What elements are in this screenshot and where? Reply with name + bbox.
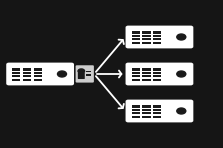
FancyBboxPatch shape (142, 109, 151, 111)
FancyBboxPatch shape (142, 31, 151, 34)
FancyBboxPatch shape (142, 112, 151, 114)
FancyBboxPatch shape (86, 71, 91, 72)
FancyBboxPatch shape (12, 79, 21, 81)
FancyBboxPatch shape (132, 75, 140, 77)
FancyBboxPatch shape (132, 31, 140, 34)
Circle shape (58, 71, 66, 77)
Circle shape (177, 108, 186, 114)
FancyBboxPatch shape (126, 63, 193, 85)
FancyBboxPatch shape (142, 105, 151, 108)
FancyBboxPatch shape (142, 35, 151, 37)
FancyBboxPatch shape (23, 72, 31, 74)
FancyBboxPatch shape (23, 79, 31, 81)
FancyBboxPatch shape (23, 75, 31, 77)
FancyBboxPatch shape (132, 42, 140, 44)
Circle shape (177, 34, 186, 40)
FancyBboxPatch shape (153, 72, 161, 74)
FancyBboxPatch shape (142, 68, 151, 71)
FancyBboxPatch shape (132, 116, 140, 118)
FancyBboxPatch shape (126, 26, 193, 48)
FancyBboxPatch shape (132, 72, 140, 74)
FancyBboxPatch shape (132, 35, 140, 37)
FancyBboxPatch shape (142, 75, 151, 77)
FancyBboxPatch shape (142, 42, 151, 44)
FancyBboxPatch shape (132, 112, 140, 114)
FancyBboxPatch shape (153, 35, 161, 37)
FancyBboxPatch shape (153, 109, 161, 111)
FancyBboxPatch shape (153, 68, 161, 71)
FancyBboxPatch shape (34, 72, 42, 74)
FancyBboxPatch shape (23, 68, 31, 71)
FancyBboxPatch shape (34, 79, 42, 81)
FancyBboxPatch shape (34, 68, 42, 71)
FancyBboxPatch shape (132, 38, 140, 40)
FancyBboxPatch shape (132, 79, 140, 81)
FancyBboxPatch shape (78, 73, 85, 79)
FancyBboxPatch shape (142, 38, 151, 40)
FancyBboxPatch shape (153, 105, 161, 108)
FancyBboxPatch shape (12, 75, 21, 77)
FancyBboxPatch shape (142, 116, 151, 118)
FancyBboxPatch shape (12, 68, 21, 71)
FancyBboxPatch shape (153, 116, 161, 118)
FancyBboxPatch shape (86, 74, 91, 76)
Circle shape (177, 71, 186, 77)
FancyBboxPatch shape (126, 100, 193, 122)
FancyBboxPatch shape (153, 38, 161, 40)
FancyBboxPatch shape (153, 31, 161, 34)
FancyBboxPatch shape (142, 72, 151, 74)
FancyBboxPatch shape (132, 109, 140, 111)
FancyBboxPatch shape (34, 75, 42, 77)
FancyBboxPatch shape (132, 105, 140, 108)
FancyBboxPatch shape (6, 63, 74, 85)
FancyBboxPatch shape (153, 79, 161, 81)
FancyBboxPatch shape (12, 72, 21, 74)
Circle shape (78, 69, 85, 73)
FancyBboxPatch shape (153, 112, 161, 114)
FancyBboxPatch shape (142, 79, 151, 81)
FancyBboxPatch shape (132, 68, 140, 71)
FancyBboxPatch shape (153, 75, 161, 77)
FancyBboxPatch shape (76, 65, 94, 83)
FancyBboxPatch shape (153, 42, 161, 44)
